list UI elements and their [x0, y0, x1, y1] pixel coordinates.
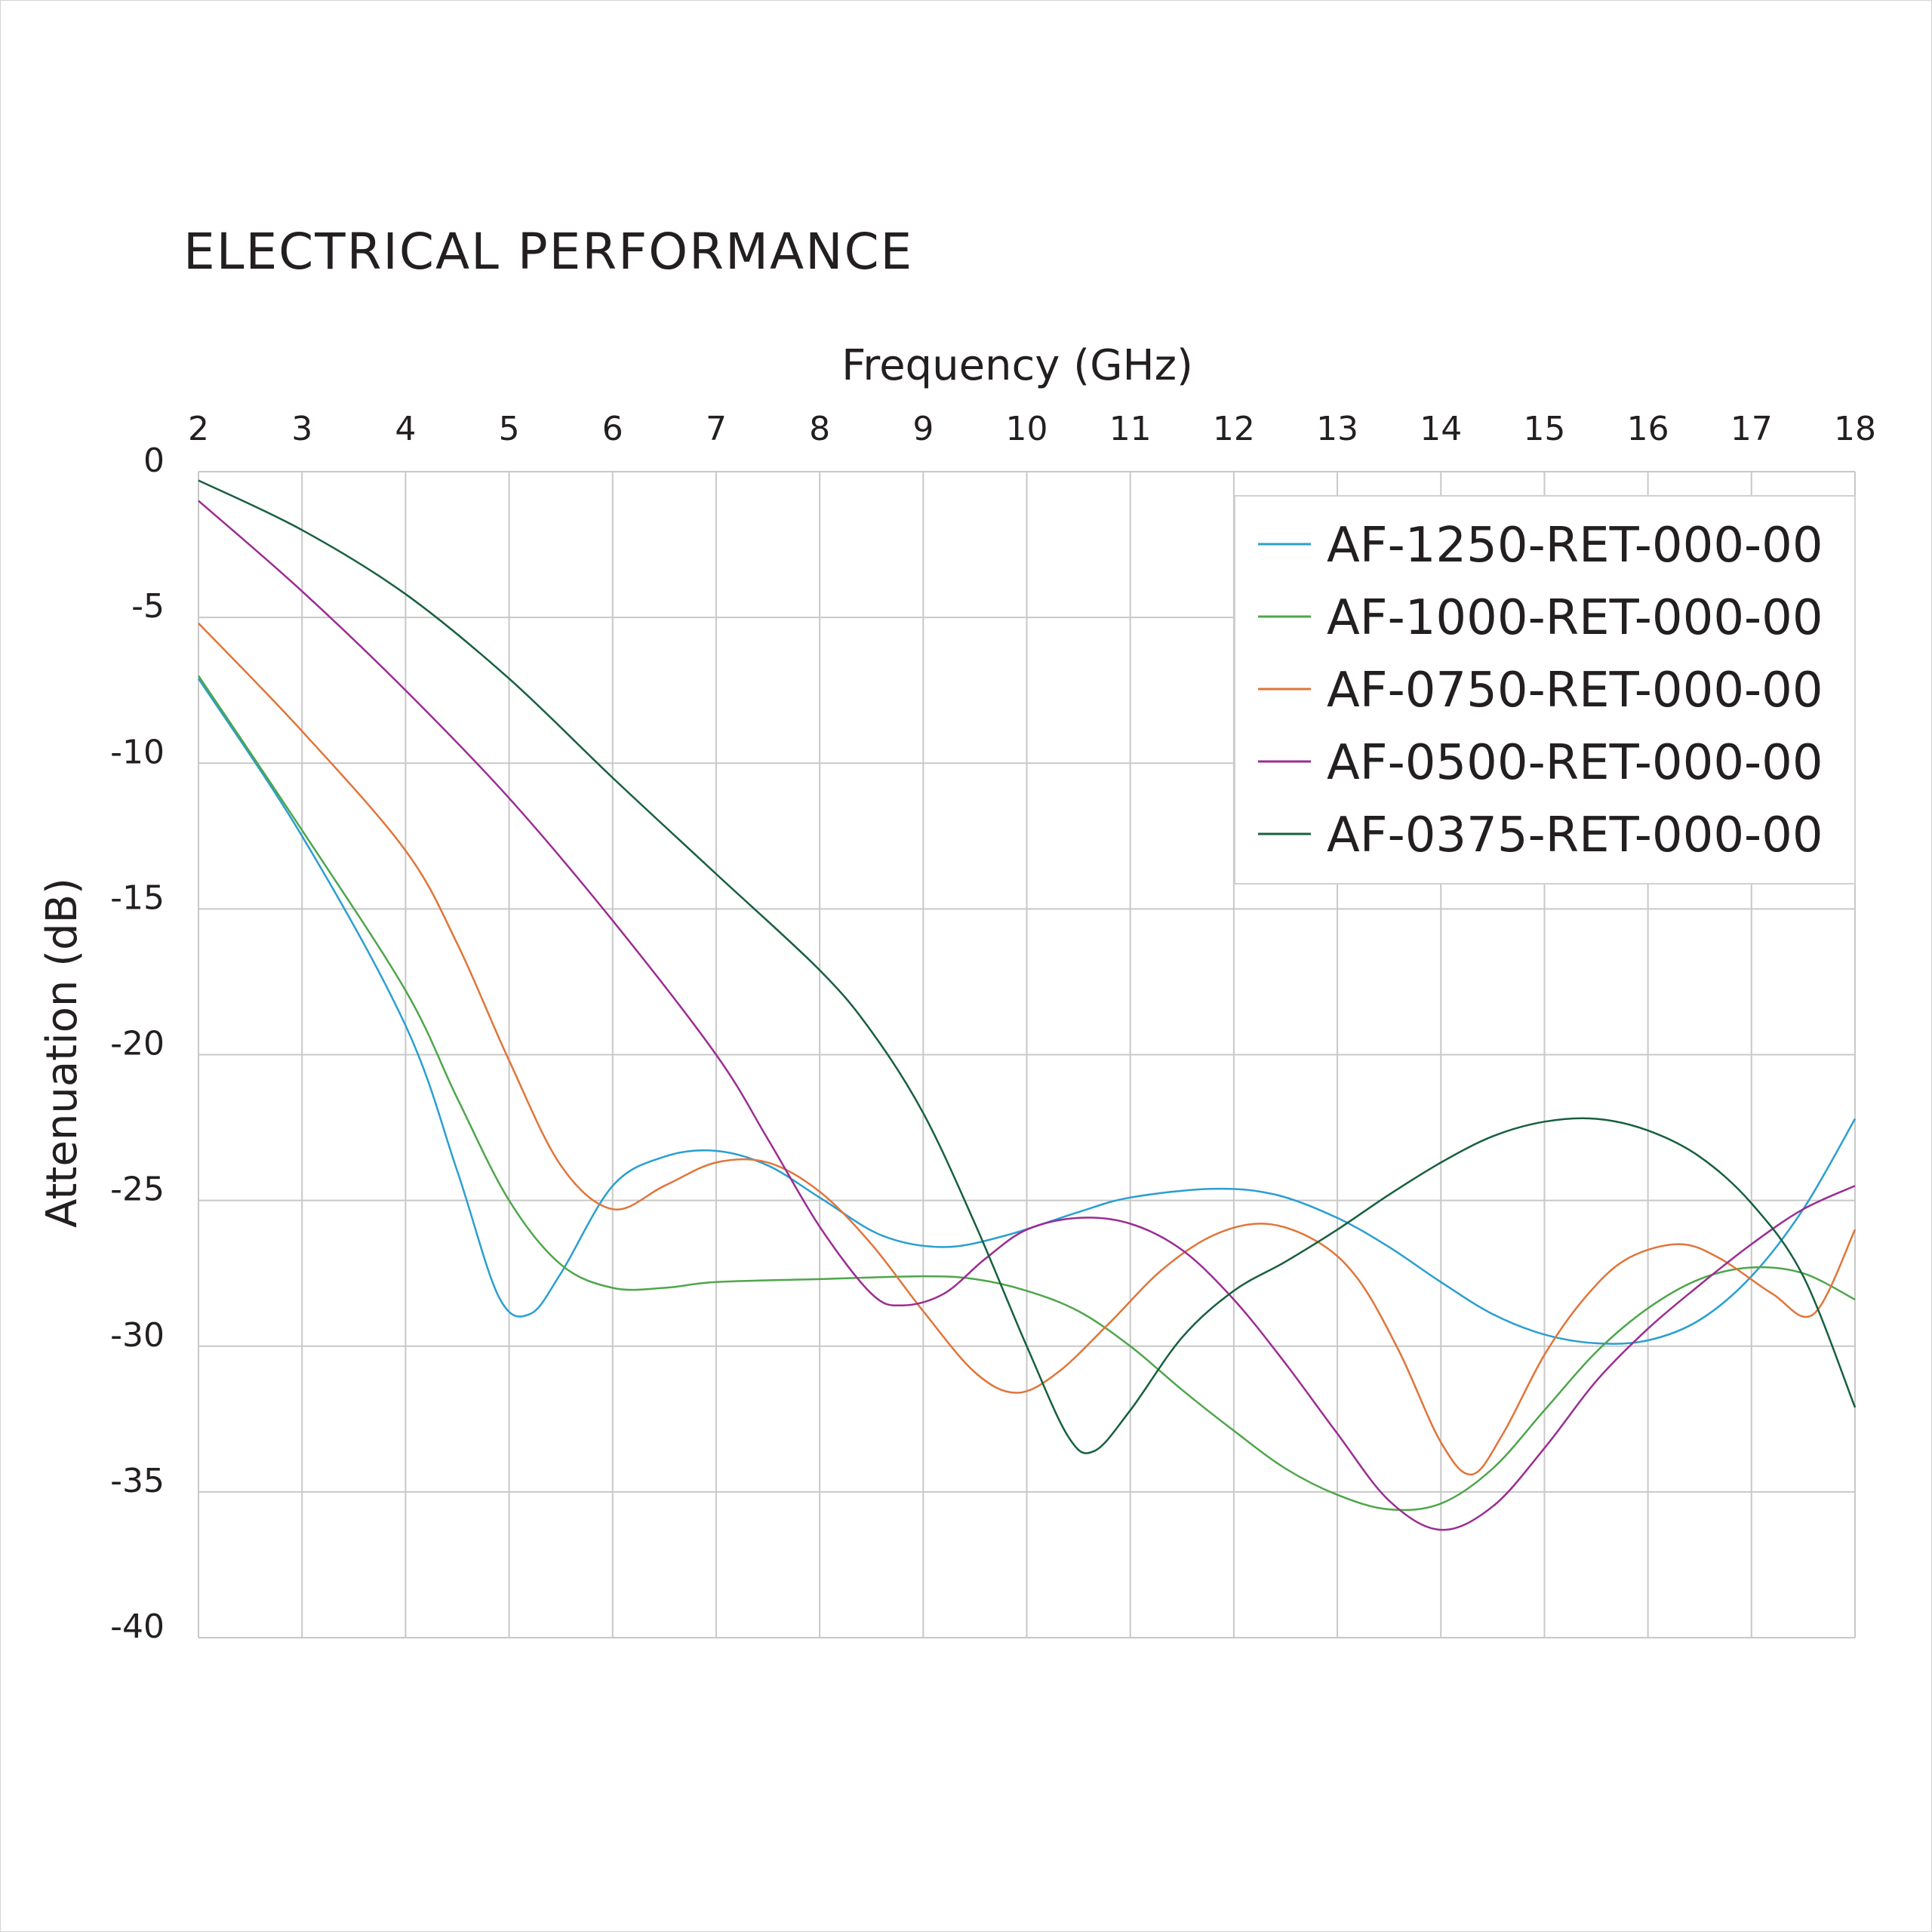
legend-label-af-0500-ret-000-00: AF-0500-RET-000-00 [1327, 735, 1823, 791]
x-tick-label: 12 [1213, 410, 1255, 448]
y-tick-labels: 0 -5 -10 -15 -20 -25 -30 -35 -40 [110, 441, 165, 1646]
legend-label-af-0750-ret-000-00: AF-0750-RET-000-00 [1327, 663, 1823, 718]
y-axis-label: Attenuation (dB) [38, 878, 87, 1228]
x-tick-label: 13 [1316, 410, 1358, 448]
y-tick-label: -40 [110, 1607, 165, 1646]
legend: AF-1250-RET-000-00 AF-1000-RET-000-00 AF-0… [1234, 495, 1856, 884]
x-tick-label: 15 [1523, 410, 1565, 448]
grid-lines [198, 471, 1856, 1638]
x-tick-label: 2 [188, 410, 209, 448]
x-tick-label: 6 [602, 410, 623, 448]
x-tick-label: 18 [1834, 410, 1876, 448]
x-tick-label: 7 [706, 410, 727, 448]
legend-label-af-1250-ret-000-00: AF-1250-RET-000-00 [1327, 518, 1823, 574]
x-tick-labels: 2 3 4 5 6 7 8 9 10 11 12 13 14 15 16 17 18 [188, 410, 1876, 448]
y-tick-label: -5 [131, 587, 165, 626]
series-lines [197, 479, 1857, 1531]
series-line-af-0500-ret-000-00 [198, 500, 1856, 1531]
y-tick-label: -35 [110, 1462, 165, 1500]
y-tick-label: -30 [110, 1316, 165, 1355]
series-line-af-0375-ret-000-00 [198, 479, 1857, 1454]
y-tick-label: -20 [110, 1025, 165, 1063]
x-tick-label: 11 [1109, 410, 1152, 448]
x-tick-label: 10 [1006, 410, 1048, 448]
legend-label-af-0375-ret-000-00: AF-0375-RET-000-00 [1327, 808, 1823, 863]
y-tick-label: -25 [110, 1171, 165, 1209]
x-tick-label: 17 [1730, 410, 1773, 448]
x-tick-label: 3 [291, 410, 312, 448]
x-axis-label: Frequency (GHz) [841, 341, 1193, 390]
x-tick-label: 4 [395, 410, 416, 448]
series-line-af-1000-ret-000-00 [197, 675, 1856, 1512]
series-line-af-0750-ret-000-00 [198, 623, 1857, 1475]
legend-label-af-1000-ret-000-00: AF-1000-RET-000-00 [1327, 590, 1823, 646]
y-tick-label: -10 [110, 733, 165, 771]
x-tick-label: 9 [912, 410, 934, 448]
legend-box [1234, 495, 1856, 884]
chart-title: ELECTRICAL PERFORMANCE [183, 223, 914, 281]
y-tick-label: 0 [143, 441, 165, 480]
x-tick-label: 8 [809, 410, 830, 448]
y-tick-label: -15 [110, 878, 165, 917]
x-tick-label: 5 [499, 410, 520, 448]
x-tick-label: 14 [1420, 410, 1462, 448]
x-tick-label: 16 [1627, 410, 1669, 448]
